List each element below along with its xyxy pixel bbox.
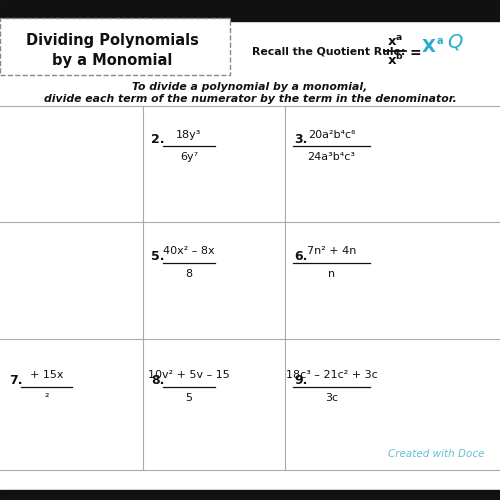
Text: Created with Doce: Created with Doce <box>388 449 485 459</box>
Text: 7.: 7. <box>9 374 22 387</box>
Text: $\mathbf{a}$: $\mathbf{a}$ <box>436 36 444 46</box>
Bar <box>0 0 500 21</box>
Text: $\mathit{Q}$: $\mathit{Q}$ <box>446 32 464 52</box>
Text: 2.: 2. <box>152 134 165 146</box>
Text: $\mathbf{x}^{\mathbf{a}}$: $\mathbf{x}^{\mathbf{a}}$ <box>387 35 403 49</box>
FancyBboxPatch shape <box>0 18 230 75</box>
Text: 24a³b⁴c³: 24a³b⁴c³ <box>308 152 356 162</box>
Text: 5: 5 <box>186 393 192 403</box>
Text: $\mathbf{=}$: $\mathbf{=}$ <box>406 44 422 58</box>
Text: To divide a polynomial by a monomial,: To divide a polynomial by a monomial, <box>132 82 368 92</box>
Text: 9.: 9. <box>294 374 308 387</box>
Text: Dividing Polynomials: Dividing Polynomials <box>26 34 199 48</box>
Text: 8.: 8. <box>152 374 165 387</box>
Text: by a Monomial: by a Monomial <box>52 54 172 68</box>
Text: 6.: 6. <box>294 250 308 263</box>
Text: 3.: 3. <box>294 134 308 146</box>
Text: 10v² + 5v – 15: 10v² + 5v – 15 <box>148 370 230 380</box>
Text: divide each term of the numerator by the term in the denominator.: divide each term of the numerator by the… <box>44 94 457 104</box>
Text: 6y⁷: 6y⁷ <box>180 152 198 162</box>
Bar <box>0 490 500 500</box>
Text: 18c³ – 21c² + 3c: 18c³ – 21c² + 3c <box>286 370 378 380</box>
Text: 8: 8 <box>186 269 192 279</box>
Text: 40x² – 8x: 40x² – 8x <box>163 246 215 256</box>
Text: + 15x: + 15x <box>30 370 63 380</box>
Text: 3c: 3c <box>325 393 338 403</box>
Text: $\mathbf{X}$: $\mathbf{X}$ <box>421 38 437 56</box>
Text: 7n² + 4n: 7n² + 4n <box>307 246 356 256</box>
Text: n: n <box>328 269 335 279</box>
Text: $\mathbf{x}^{\mathbf{b}}$: $\mathbf{x}^{\mathbf{b}}$ <box>386 52 404 68</box>
Text: 18y³: 18y³ <box>176 130 202 140</box>
Text: 20a²b⁴c⁶: 20a²b⁴c⁶ <box>308 130 355 140</box>
Text: 5.: 5. <box>152 250 165 263</box>
Text: ²: ² <box>44 393 49 403</box>
Text: Recall the Quotient Rule:: Recall the Quotient Rule: <box>252 46 406 56</box>
